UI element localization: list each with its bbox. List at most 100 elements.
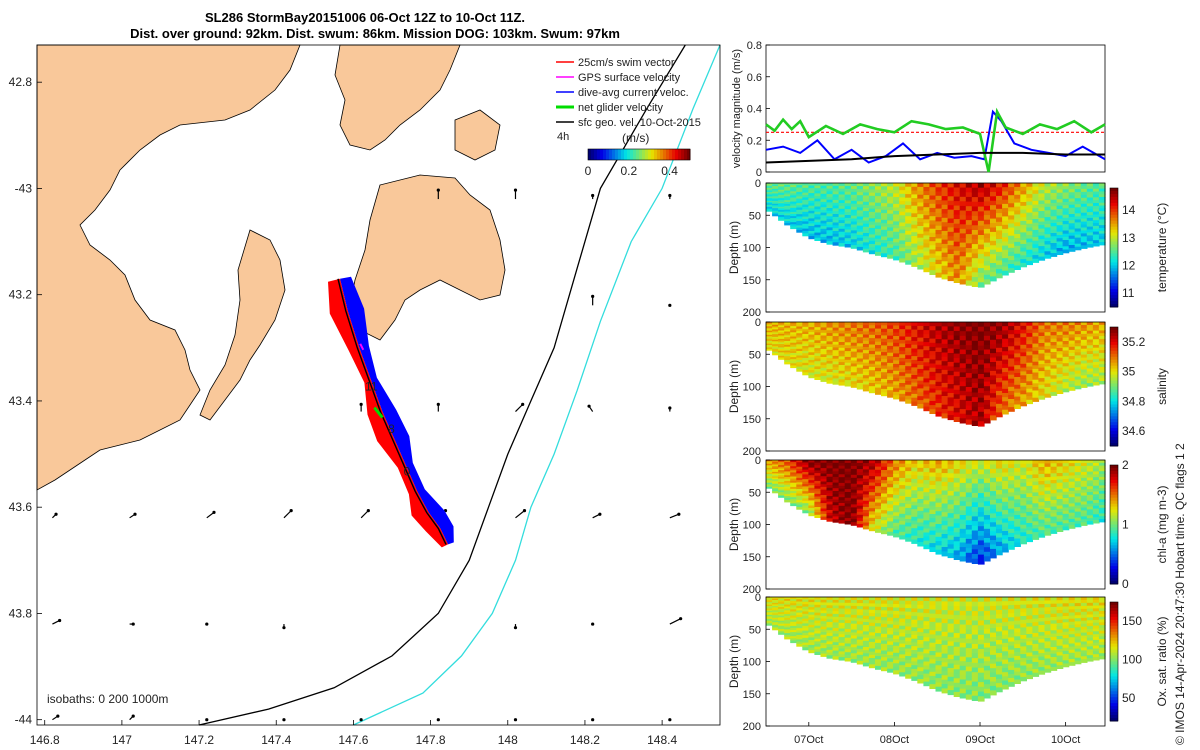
- sec3-cell: [953, 532, 961, 538]
- sec4-cell: [850, 647, 858, 651]
- sec1-cell: [1026, 257, 1033, 262]
- sec2-cell: [983, 395, 991, 401]
- sec1-cell: [929, 191, 937, 197]
- sec1-cell: [826, 238, 834, 242]
- sec4-cell: [893, 617, 900, 622]
- sec2-cell: [844, 380, 852, 384]
- sec3-cell: [778, 482, 785, 485]
- sec2-cell: [911, 340, 918, 346]
- sec1-cell: [1044, 217, 1052, 222]
- sec1-colorbar-cell: [1110, 283, 1118, 287]
- sec2-cell: [868, 386, 876, 390]
- sec2-cell: [996, 408, 1003, 413]
- sec2-cell: [808, 322, 816, 326]
- sec1-cell: [959, 192, 967, 198]
- sec1-cell: [1002, 199, 1009, 205]
- sec3-cell: [1044, 490, 1052, 495]
- sec3-cell: [1068, 503, 1076, 508]
- sec2-cell: [814, 335, 822, 339]
- sec3-cell: [862, 491, 870, 495]
- sec1-cell: [802, 216, 809, 220]
- sec1-cell: [965, 238, 973, 244]
- sec2-cell: [868, 383, 876, 387]
- sec1-cell: [850, 206, 858, 211]
- sec1-cell: [1044, 227, 1052, 232]
- sec1-cell: [1068, 186, 1076, 190]
- sec3-cell: [977, 483, 985, 489]
- sec2-cell: [1020, 398, 1027, 403]
- map-colorbar-cell: [624, 149, 628, 160]
- sec1-cell: [832, 211, 840, 215]
- sec4-cell: [899, 618, 906, 623]
- sec2-cell: [1014, 333, 1021, 339]
- sec4-cell: [850, 614, 858, 619]
- sec2-cell: [959, 399, 967, 406]
- sec1-cell: [790, 185, 797, 188]
- sec2-cell: [862, 331, 870, 336]
- sec1-cell: [850, 209, 858, 214]
- sec3-cell: [977, 497, 985, 504]
- sec3-cell: [1032, 488, 1040, 493]
- sec2-cell: [1044, 390, 1052, 395]
- sec3-cell: [905, 493, 912, 498]
- sec1-cell: [875, 232, 882, 237]
- sec1-cell: [1044, 230, 1052, 235]
- sec3-cell: [790, 480, 797, 484]
- sec2-cell: [1002, 338, 1009, 344]
- sec1-cell: [953, 237, 961, 243]
- sec2-cell: [1062, 372, 1070, 377]
- sec4-cell: [917, 612, 924, 618]
- sec2-ytick-label: 200: [743, 446, 761, 458]
- sec4-cell: [826, 597, 834, 601]
- sec3-cell: [996, 464, 1003, 470]
- sec2-cell: [947, 330, 955, 336]
- sec3-cell: [868, 488, 876, 493]
- sec1-cell: [1002, 203, 1009, 209]
- sec2-cell: [814, 353, 822, 357]
- sec2-cell: [850, 339, 858, 344]
- sec2-cell: [1008, 407, 1015, 412]
- sec1-cell: [1008, 191, 1015, 196]
- sec4-cell: [941, 671, 949, 676]
- sec2-cell: [887, 349, 894, 354]
- sec2-cell: [959, 349, 967, 355]
- sec4-cell: [881, 650, 888, 655]
- sec3-cell: [983, 487, 991, 493]
- sec3-cell: [1092, 494, 1100, 498]
- sec4-cell: [971, 695, 979, 701]
- sec4-cell: [911, 657, 918, 662]
- sec1-cell: [947, 218, 955, 224]
- sec4-cell: [953, 678, 961, 684]
- sec3-cell: [990, 473, 997, 479]
- sec1-cell: [990, 236, 997, 242]
- sec3-cell: [844, 474, 852, 478]
- sec1-cell: [996, 251, 1003, 257]
- sec4-cell: [947, 645, 955, 651]
- sec3-cell: [1050, 470, 1058, 474]
- sec4-cell: [778, 615, 785, 618]
- sec2-cell: [947, 348, 955, 354]
- sec2-cell: [893, 349, 900, 354]
- sec2-cell: [1038, 374, 1046, 379]
- sec3-cell: [911, 494, 918, 499]
- sec1-ytick-label: 100: [743, 243, 761, 255]
- sec3-cell: [959, 492, 967, 498]
- sec4-cell: [941, 601, 949, 607]
- sec1-cell: [1014, 234, 1021, 239]
- sec2-cell: [965, 345, 973, 351]
- sec1-cell: [875, 248, 882, 253]
- sec4-cell: [977, 696, 985, 702]
- sec4-cell: [838, 611, 846, 615]
- sec1-cell: [935, 208, 943, 214]
- sec1-cell: [862, 245, 870, 250]
- sec2-cell: [1092, 370, 1100, 375]
- sec2-cell: [887, 390, 894, 395]
- sec3-cell: [1038, 512, 1046, 517]
- sec4-cell: [965, 610, 973, 617]
- sec2-cell: [990, 397, 997, 403]
- sec1-cell: [802, 192, 809, 196]
- sec1-cell: [947, 191, 955, 197]
- sec3-cell: [905, 507, 912, 513]
- sec3-cell: [941, 460, 949, 465]
- sec1-cell: [935, 242, 943, 248]
